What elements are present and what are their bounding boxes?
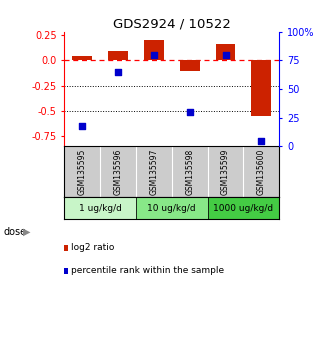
Bar [216,44,235,60]
Title: GDS2924 / 10522: GDS2924 / 10522 [113,18,231,31]
Point [80,123,85,129]
Point [151,52,156,58]
Text: GSM135599: GSM135599 [221,148,230,195]
Point [223,52,228,58]
Text: GSM135598: GSM135598 [185,148,194,195]
Text: dose: dose [3,227,26,237]
Point [116,69,121,75]
Text: GSM135597: GSM135597 [149,148,158,195]
Bar [136,196,208,219]
Text: log2 ratio: log2 ratio [72,243,115,252]
Text: ▶: ▶ [23,227,30,237]
Text: GSM135595: GSM135595 [78,148,87,195]
Bar [180,60,200,72]
Text: GSM135596: GSM135596 [113,148,123,195]
Point [259,138,264,143]
Text: GSM135600: GSM135600 [257,148,266,195]
Point [187,109,192,115]
Bar [208,196,279,219]
Text: percentile rank within the sample: percentile rank within the sample [72,266,225,275]
Text: 1 ug/kg/d: 1 ug/kg/d [79,204,121,212]
Bar [251,60,271,116]
Text: 1000 ug/kg/d: 1000 ug/kg/d [213,204,273,212]
Bar [144,40,164,60]
Bar [64,196,136,219]
Text: 10 ug/kg/d: 10 ug/kg/d [147,204,196,212]
Bar [72,56,92,60]
Bar [108,51,128,60]
